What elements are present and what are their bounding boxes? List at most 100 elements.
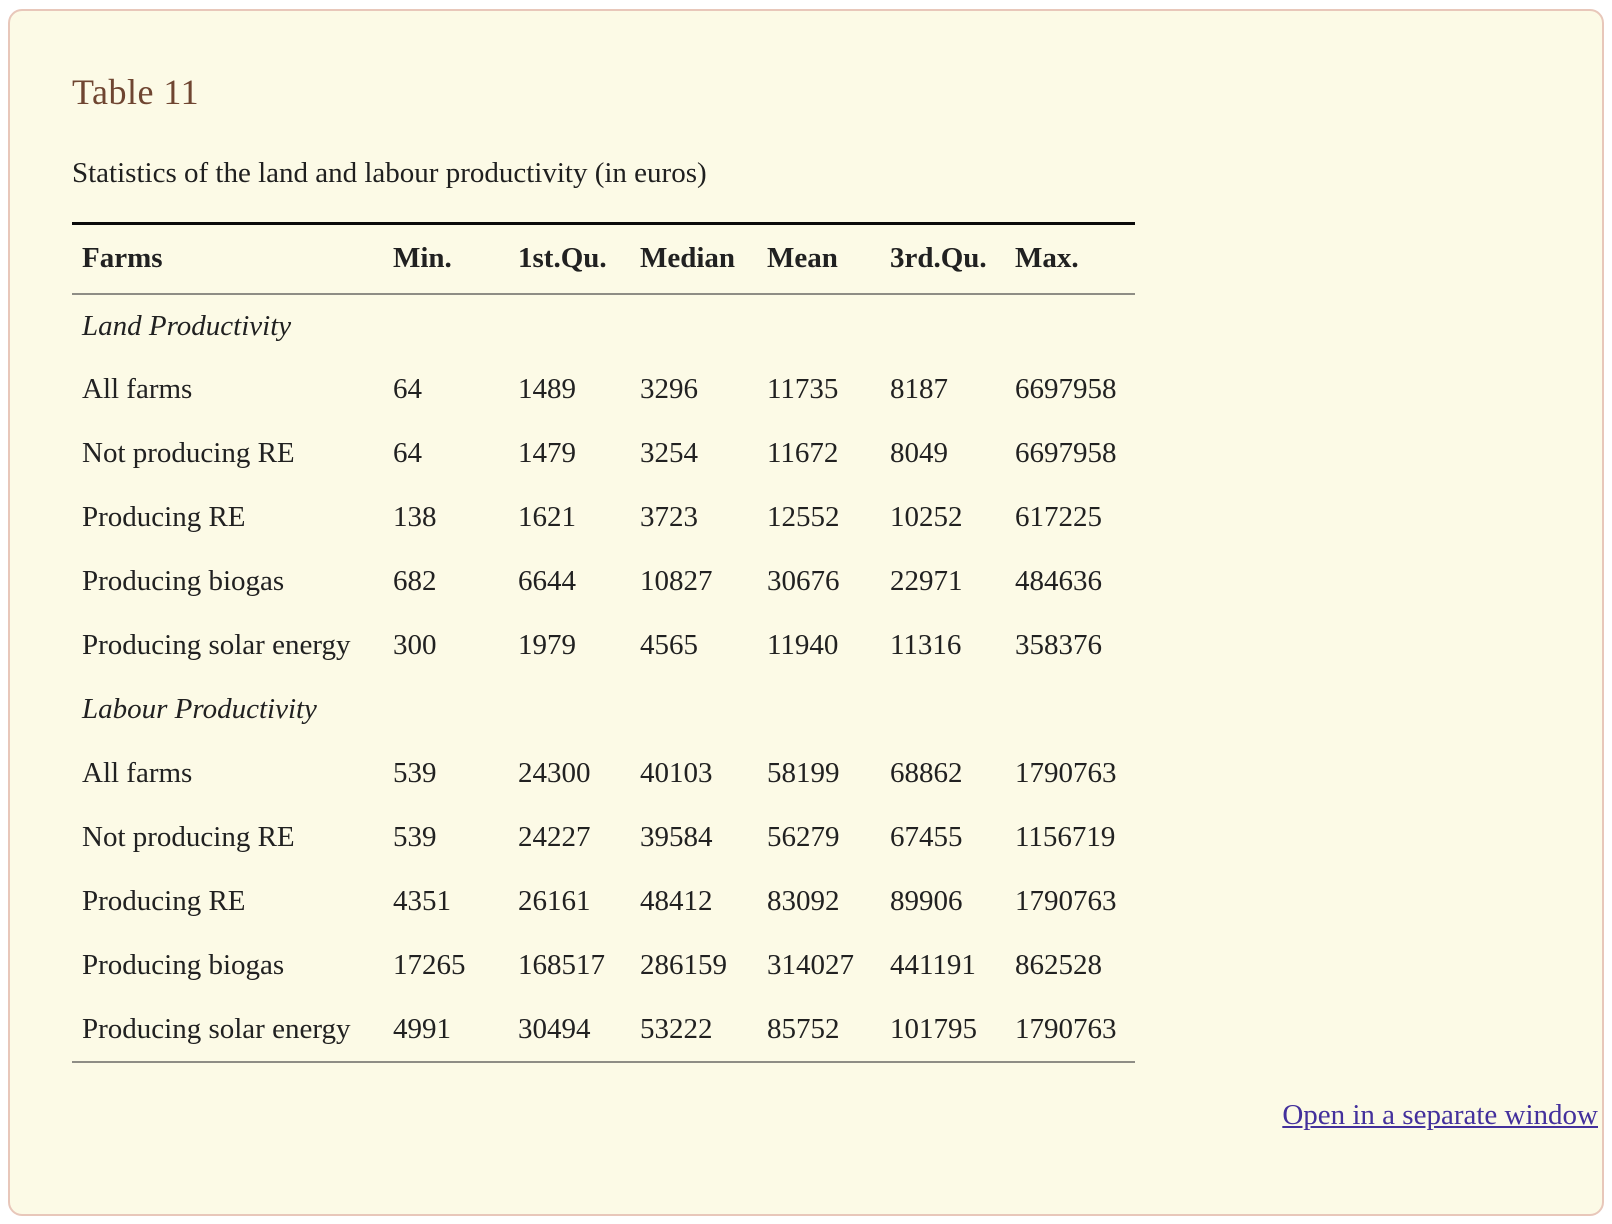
cell-value: 1489	[518, 373, 576, 405]
cell-value: 3296	[640, 373, 698, 405]
table-body: Land Productivity All farms 64 1489 3296 1173…	[72, 294, 1135, 1062]
cell-value: 3254	[640, 437, 698, 469]
table-card-content: Table 11 Statistics of the land and labo…	[10, 71, 1602, 1132]
cell-value: 8187	[890, 373, 948, 405]
cell-value: 64	[393, 437, 422, 469]
table-row: Not producing RE 539 24227 39584 56279 67455 1…	[72, 806, 1135, 870]
section-label: Land Productivity	[82, 309, 292, 342]
section-label: Labour Productivity	[82, 693, 317, 725]
cell-value: 1979	[518, 629, 576, 661]
cell-value: 26161	[518, 885, 591, 917]
cell-value: 24300	[518, 757, 591, 789]
cell-value: 39584	[640, 821, 713, 853]
cell-value: 30494	[518, 1012, 591, 1045]
cell-value: 4351	[393, 885, 451, 917]
table-header: Farms Min. 1st.Qu. Median Mean 3rd.Qu. Max.	[72, 224, 1135, 294]
cell-value: 286159	[640, 949, 727, 981]
table-card: Table 11 Statistics of the land and labo…	[8, 9, 1604, 1216]
section-row: Land Productivity	[72, 294, 1135, 358]
table-footer: Open in a separate window	[72, 1099, 1598, 1132]
cell-value: 358376	[1015, 629, 1102, 661]
cell-value: 862528	[1015, 949, 1102, 981]
cell-value: 617225	[1015, 501, 1102, 533]
cell-value: 11672	[767, 437, 839, 469]
cell-value: 68862	[890, 757, 963, 789]
cell-value: 64	[393, 373, 422, 405]
cell-value: 53222	[640, 1012, 713, 1045]
cell-value: 1790763	[1015, 757, 1117, 789]
row-label: All farms	[82, 373, 193, 405]
column-header: 1st.Qu.	[518, 242, 607, 275]
cell-value: 11316	[890, 629, 962, 661]
cell-value: 85752	[767, 1012, 840, 1045]
table-row: Producing RE 138 1621 3723 12552 10252 617225	[72, 486, 1135, 550]
table-title: Table 11	[72, 72, 200, 112]
cell-value: 484636	[1015, 565, 1102, 597]
row-label: Producing solar energy	[82, 1012, 351, 1045]
cell-value: 441191	[890, 949, 976, 981]
cell-value: 138	[393, 501, 437, 533]
column-header: Farms	[82, 242, 163, 275]
column-header: 3rd.Qu.	[890, 242, 987, 275]
cell-value: 8049	[890, 437, 948, 469]
cell-value: 40103	[640, 757, 713, 789]
open-separate-window-link[interactable]: Open in a separate window	[1282, 1098, 1598, 1131]
row-label: Producing solar energy	[82, 629, 351, 661]
row-label: Producing biogas	[82, 949, 285, 981]
cell-value: 1621	[518, 501, 576, 533]
cell-value: 11735	[767, 373, 839, 405]
row-label: Producing RE	[82, 501, 246, 533]
table-row: All farms 539 24300 40103 58199 68862 1790763	[72, 742, 1135, 806]
table-row: All farms 64 1489 3296 11735 8187 6697958	[72, 358, 1135, 422]
cell-value: 6697958	[1015, 373, 1117, 405]
cell-value: 168517	[518, 949, 605, 981]
table-header-row: Farms Min. 1st.Qu. Median Mean 3rd.Qu. Max.	[72, 224, 1135, 294]
cell-value: 24227	[518, 821, 591, 853]
table-row: Producing RE 4351 26161 48412 83092 89906 1790…	[72, 870, 1135, 934]
cell-value: 11940	[767, 629, 839, 661]
cell-value: 30676	[767, 565, 840, 597]
cell-value: 58199	[767, 757, 840, 789]
cell-value: 17265	[393, 949, 466, 981]
table-row: Not producing RE 64 1479 3254 11672 8049 66979…	[72, 422, 1135, 486]
cell-value: 1790763	[1015, 885, 1117, 917]
column-header: Median	[640, 242, 736, 275]
cell-value: 1479	[518, 437, 576, 469]
cell-value: 539	[393, 757, 437, 789]
cell-value: 314027	[767, 949, 854, 981]
table-row: Producing biogas 17265 168517 286159 314027 4…	[72, 934, 1135, 998]
row-label: Producing biogas	[82, 565, 285, 597]
cell-value: 4991	[393, 1012, 451, 1045]
section-row: Labour Productivity	[72, 678, 1135, 742]
row-label: Not producing RE	[82, 821, 295, 853]
column-header: Mean	[767, 242, 838, 275]
cell-value: 83092	[767, 885, 840, 917]
cell-value: 10252	[890, 501, 963, 533]
table-row: Producing solar energy 4991 30494 53222 8575…	[72, 998, 1135, 1062]
cell-value: 1156719	[1015, 821, 1116, 853]
row-label: Not producing RE	[82, 437, 295, 469]
row-label: All farms	[82, 757, 193, 789]
cell-value: 539	[393, 821, 437, 853]
cell-value: 6644	[518, 565, 576, 597]
column-header: Max.	[1015, 242, 1079, 275]
statistics-table: Farms Min. 1st.Qu. Median Mean 3rd.Qu. Max. La…	[72, 222, 1135, 1063]
table-row: Producing solar energy 300 1979 4565 11940 11…	[72, 614, 1135, 678]
table-caption: Statistics of the land and labour produc…	[72, 157, 707, 189]
cell-value: 89906	[890, 885, 963, 917]
row-label: Producing RE	[82, 885, 246, 917]
cell-value: 12552	[767, 501, 840, 533]
table-row: Producing biogas 682 6644 10827 30676 22971 48…	[72, 550, 1135, 614]
column-header: Min.	[393, 242, 452, 275]
cell-value: 67455	[890, 821, 963, 853]
cell-value: 6697958	[1015, 437, 1117, 469]
cell-value: 4565	[640, 629, 698, 661]
cell-value: 48412	[640, 885, 713, 917]
cell-value: 300	[393, 629, 437, 661]
cell-value: 10827	[640, 565, 713, 597]
cell-value: 682	[393, 565, 437, 597]
cell-value: 101795	[890, 1012, 977, 1045]
cell-value: 56279	[767, 821, 840, 853]
cell-value: 3723	[640, 501, 698, 533]
cell-value: 22971	[890, 565, 963, 597]
